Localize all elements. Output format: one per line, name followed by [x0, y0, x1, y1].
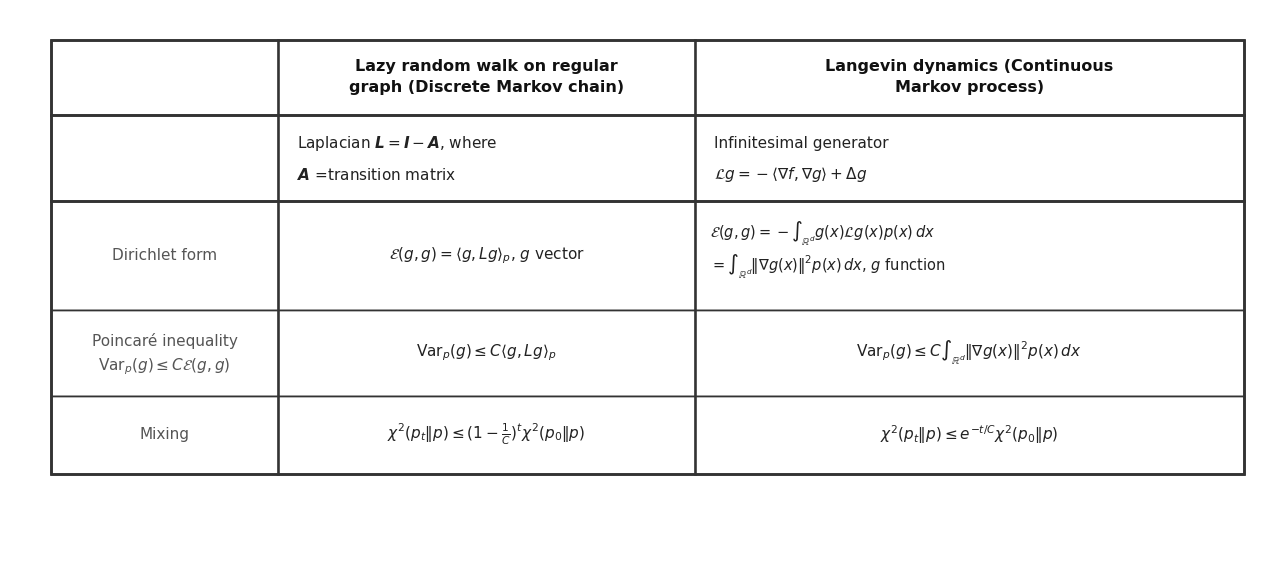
Bar: [278, 115, 695, 201]
Bar: [278, 310, 695, 396]
Text: Langevin dynamics (Continuous
Markov process): Langevin dynamics (Continuous Markov pro…: [826, 60, 1114, 95]
Text: Mixing: Mixing: [140, 427, 190, 442]
Text: $\mathcal{E}(g,g) = -\int_{\mathbb{R}^d} g(x)\mathcal{L}g(x)p(x)\,dx$: $\mathcal{E}(g,g) = -\int_{\mathbb{R}^d}…: [710, 219, 936, 248]
Text: $\mathrm{Var}_p(g) \leq C\mathcal{E}(g,g)$: $\mathrm{Var}_p(g) \leq C\mathcal{E}(g,g…: [99, 357, 231, 378]
Text: Laplacian $\boldsymbol{L} = \boldsymbol{I} - \boldsymbol{A}$, where: Laplacian $\boldsymbol{L} = \boldsymbol{…: [297, 134, 497, 153]
Bar: [695, 115, 1244, 201]
Text: $\mathcal{E}(g,g) = \langle g, Lg\rangle_p$, $g$ vector: $\mathcal{E}(g,g) = \langle g, Lg\rangle…: [388, 245, 585, 266]
Text: $\boldsymbol{A}$ =transition matrix: $\boldsymbol{A}$ =transition matrix: [297, 167, 456, 183]
Text: $\mathrm{Var}_p(g) \leq C\int_{\mathbb{R}^d}\|\nabla g(x)\|^2 p(x)\,dx$: $\mathrm{Var}_p(g) \leq C\int_{\mathbb{R…: [856, 338, 1082, 367]
Text: Infinitesimal generator: Infinitesimal generator: [714, 136, 888, 151]
Bar: [51, 40, 1244, 473]
Bar: [51, 310, 278, 396]
Bar: [695, 201, 1244, 310]
Bar: [695, 40, 1244, 115]
Text: Lazy random walk on regular
graph (Discrete Markov chain): Lazy random walk on regular graph (Discr…: [349, 60, 624, 95]
Text: Poincaré inequality: Poincaré inequality: [91, 332, 237, 349]
Text: $\mathcal{L}g = -\langle\nabla f, \nabla g\rangle + \Delta g$: $\mathcal{L}g = -\langle\nabla f, \nabla…: [714, 166, 868, 184]
Bar: [51, 201, 278, 310]
Bar: [51, 396, 278, 473]
Bar: [51, 40, 1244, 473]
Text: $\chi^2(p_t\|p) \leq (1 - \frac{1}{C})^t \chi^2(p_0\|p)$: $\chi^2(p_t\|p) \leq (1 - \frac{1}{C})^t…: [387, 422, 586, 447]
Text: Dirichlet form: Dirichlet form: [112, 248, 217, 263]
Bar: [51, 40, 278, 115]
Text: $= \int_{\mathbb{R}^d} \|\nabla g(x)\|^2 p(x)\,dx$, $g$ function: $= \int_{\mathbb{R}^d} \|\nabla g(x)\|^2…: [710, 252, 946, 281]
Bar: [278, 40, 695, 115]
Bar: [278, 396, 695, 473]
Bar: [51, 115, 278, 201]
Text: $\chi^2(p_t\|p) \leq e^{-t/C}\chi^2(p_0\|p)$: $\chi^2(p_t\|p) \leq e^{-t/C}\chi^2(p_0\…: [881, 424, 1059, 446]
Bar: [695, 310, 1244, 396]
Bar: [278, 201, 695, 310]
Text: $\mathrm{Var}_p(g) \leq C\langle g, Lg\rangle_p$: $\mathrm{Var}_p(g) \leq C\langle g, Lg\r…: [417, 342, 556, 363]
Bar: [695, 396, 1244, 473]
